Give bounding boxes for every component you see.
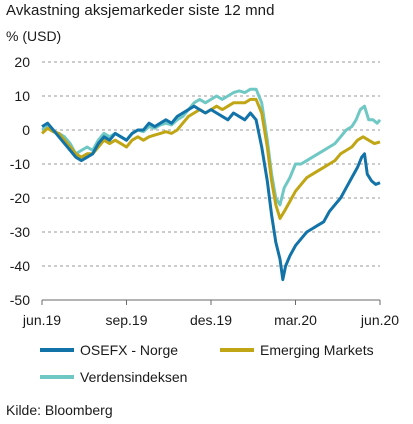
series-line-verdensindeksen xyxy=(41,87,382,207)
x-tick-label: mar.20 xyxy=(274,312,317,328)
y-tick-label: 20 xyxy=(14,54,30,70)
legend-label: OSEFX - Norge xyxy=(80,342,178,358)
x-axis-ticks: jun.19 sep.19 des.19 mar.20 jun.20 xyxy=(22,300,399,328)
y-tick-label: -10 xyxy=(10,156,30,172)
legend-label: Emerging Markets xyxy=(260,342,374,358)
chart-title: Avkastning aksjemarkeder siste 12 mnd xyxy=(6,2,275,19)
y-tick-label: -30 xyxy=(10,224,30,240)
series-lines xyxy=(40,87,382,282)
y-tick-label: -50 xyxy=(10,292,30,308)
y-axis-ticks: 20 10 0 -10 -20 -30 -40 -50 xyxy=(10,54,30,308)
y-axis-unit: % (USD) xyxy=(6,28,62,44)
y-tick-label: -40 xyxy=(10,258,30,274)
y-tick-label: 0 xyxy=(22,122,30,138)
source-note: Kilde: Bloomberg xyxy=(6,402,113,418)
x-tick-label: jun.20 xyxy=(360,312,399,328)
y-tick-label: 10 xyxy=(14,88,30,104)
legend-label: Verdensindeksen xyxy=(80,369,187,385)
y-tick-label: -20 xyxy=(10,190,30,206)
x-tick-label: jun.19 xyxy=(22,312,61,328)
legend: OSEFX - Norge Emerging Markets Verdensinde… xyxy=(40,342,374,385)
series-line-emerging-markets xyxy=(40,97,381,220)
x-tick-label: des.19 xyxy=(190,312,232,328)
x-tick-label: sep.19 xyxy=(105,312,147,328)
series-line-osefx-norge xyxy=(41,104,381,282)
